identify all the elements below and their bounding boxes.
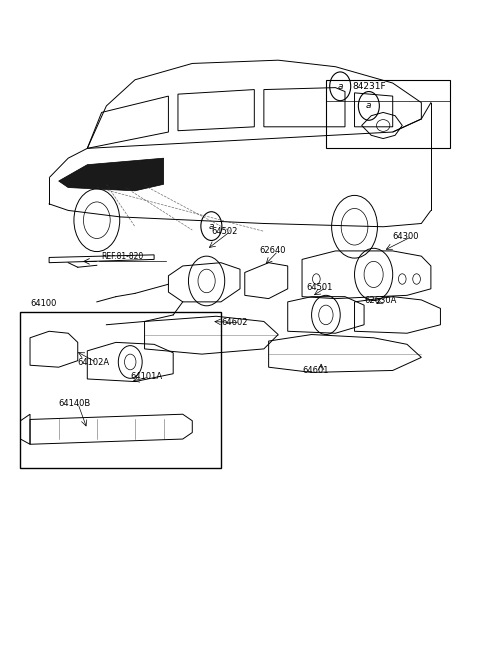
Text: a: a [366, 102, 372, 110]
Text: REF.81-820: REF.81-820 [102, 253, 144, 261]
Text: 64100: 64100 [30, 298, 56, 308]
Text: 64501: 64501 [307, 283, 333, 292]
Text: 62630A: 62630A [364, 296, 396, 305]
Text: 64601: 64601 [302, 366, 328, 375]
Text: 64300: 64300 [393, 232, 419, 241]
Text: a: a [337, 82, 343, 91]
Text: 84231F: 84231F [352, 82, 386, 91]
Text: 64502: 64502 [211, 227, 238, 236]
Text: 64140B: 64140B [59, 399, 91, 407]
Text: 64602: 64602 [221, 318, 247, 327]
Polygon shape [59, 158, 164, 191]
Text: 62640: 62640 [259, 247, 286, 255]
Text: 64101A: 64101A [130, 373, 162, 382]
Text: 64102A: 64102A [78, 358, 110, 367]
Text: a: a [209, 222, 214, 231]
